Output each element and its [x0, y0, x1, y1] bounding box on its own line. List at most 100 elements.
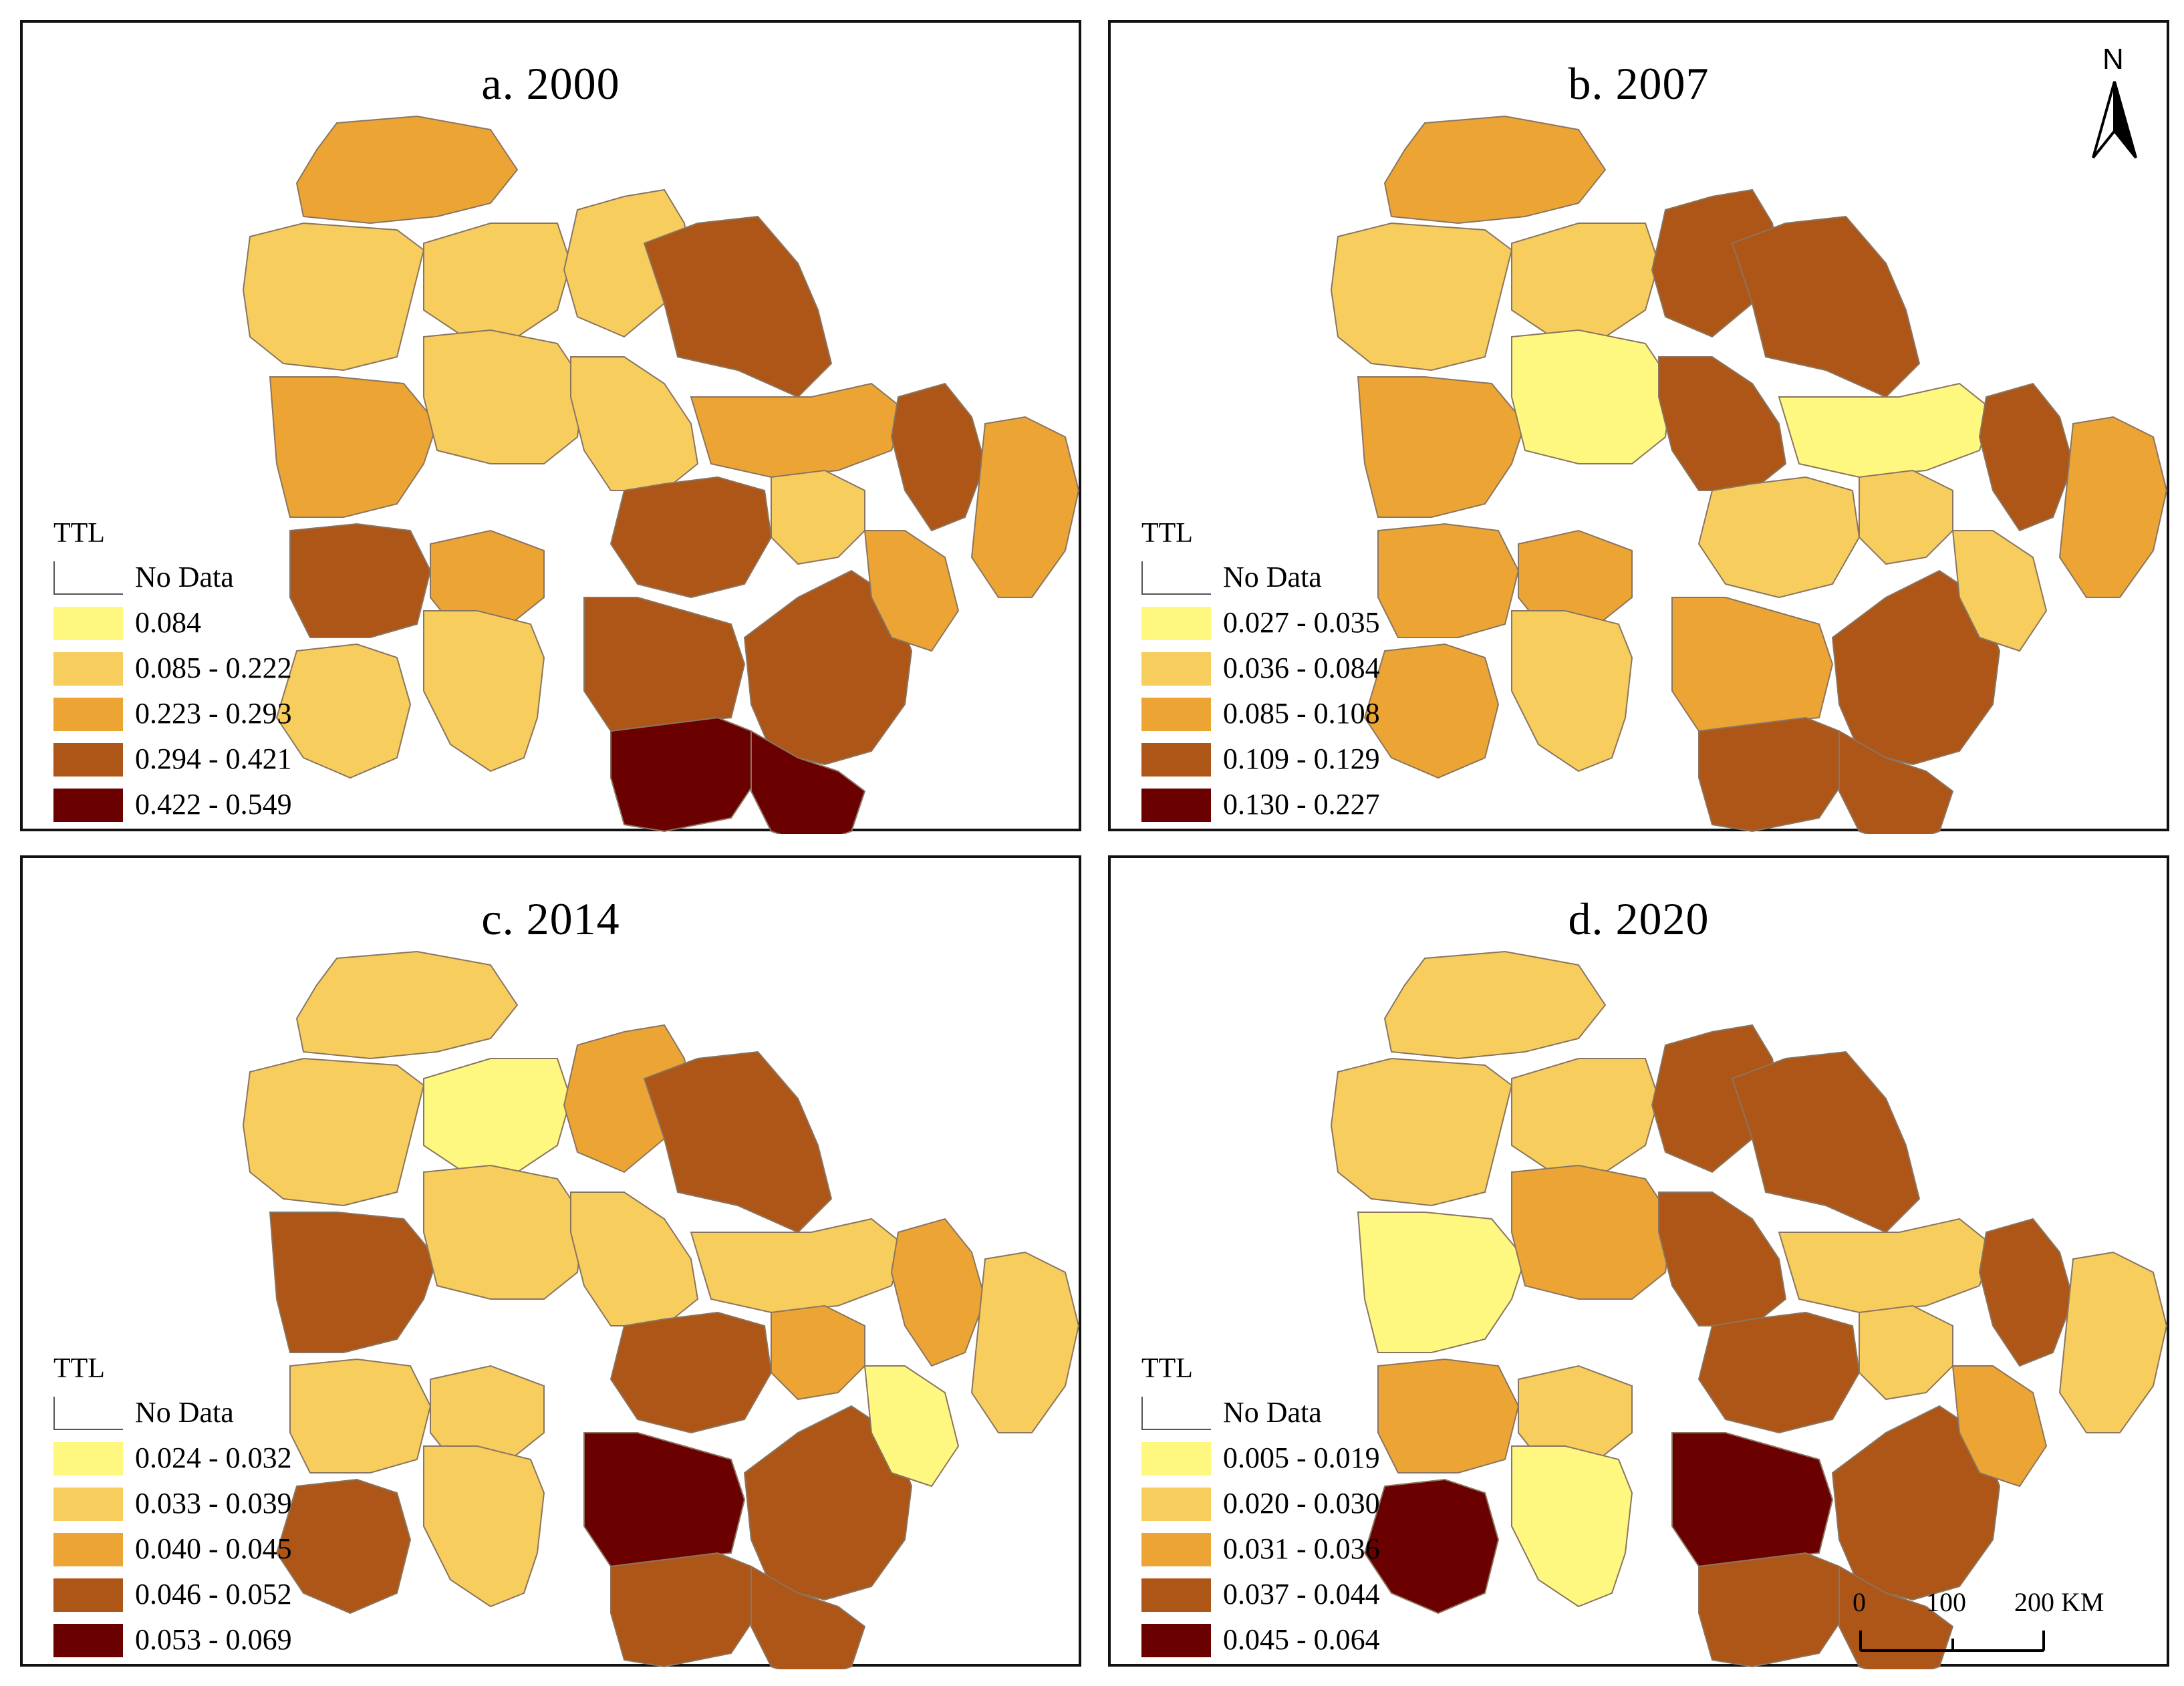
- legend-label: 0.020 - 0.030: [1223, 1487, 1380, 1520]
- region-polygon: [1859, 1304, 1953, 1401]
- legend-label: No Data: [135, 561, 234, 593]
- legend-item: 0.005 - 0.019: [1141, 1441, 1489, 1478]
- region-polygon: [1363, 1478, 1500, 1614]
- legend-item: 0.084: [53, 606, 401, 643]
- legend-label: 0.109 - 0.129: [1223, 742, 1380, 775]
- panel-title: a. 2000: [481, 58, 620, 109]
- legend-swatch: [1141, 1397, 1211, 1430]
- legend-item: No Data: [1141, 561, 1489, 597]
- region-polygon: [890, 1218, 986, 1367]
- legend-swatch: [53, 561, 123, 595]
- region-polygon: [430, 529, 545, 632]
- region-polygon: [1778, 382, 1994, 478]
- legend-item: No Data: [53, 1396, 401, 1433]
- legend-title: TTL: [1141, 1353, 1193, 1384]
- region-polygon: [1511, 1058, 1660, 1173]
- legend-swatch: [1141, 1533, 1211, 1566]
- region-polygon: [1511, 223, 1660, 337]
- legend-item: 0.024 - 0.032: [53, 1441, 401, 1478]
- legend-label: 0.085 - 0.108: [1223, 697, 1380, 730]
- legend-item: 0.109 - 0.129: [1141, 742, 1489, 779]
- region-polygon: [1671, 1432, 1834, 1568]
- legend-swatch: [53, 1533, 123, 1566]
- region-polygon: [1859, 469, 1953, 565]
- legend-swatch: [53, 1397, 123, 1430]
- region-polygon: [863, 530, 960, 652]
- panel-title: c. 2014: [481, 893, 620, 944]
- region-polygon: [2058, 416, 2168, 598]
- legend-swatch: [53, 1442, 123, 1476]
- region-polygon: [771, 1304, 865, 1401]
- region-polygon: [242, 1057, 425, 1207]
- region-polygon: [1831, 569, 2001, 766]
- region-polygon: [430, 1365, 545, 1467]
- region-polygon: [743, 569, 913, 766]
- legend-label: 0.130 - 0.227: [1223, 788, 1380, 821]
- legend-label: 0.040 - 0.045: [135, 1532, 292, 1565]
- region-polygon: [1377, 523, 1520, 638]
- legend-item: 0.037 - 0.044: [1141, 1578, 1489, 1614]
- region-polygon: [750, 1565, 866, 1669]
- legend-item: 0.020 - 0.030: [1141, 1487, 1489, 1524]
- scale-tick-label: 100: [1926, 1587, 1966, 1617]
- scale-tick-label: 200 KM: [2014, 1587, 2104, 1617]
- region-map: [1330, 950, 2168, 1669]
- region-polygon: [890, 382, 986, 532]
- region-polygon: [1511, 1445, 1633, 1608]
- region-polygon: [423, 610, 545, 772]
- legend-item: 0.294 - 0.421: [53, 742, 401, 779]
- legend-swatch: [53, 789, 123, 822]
- map-panel-b: b. 2007 TTL No Data 0.027 - 0.035 0.036 - 0…: [1108, 20, 2169, 834]
- legend-swatch: [53, 698, 123, 731]
- legend-label: 0.422 - 0.549: [135, 788, 292, 821]
- legend-item: 0.422 - 0.549: [53, 788, 401, 825]
- legend-item: 0.036 - 0.084: [1141, 652, 1489, 688]
- region-map: [242, 950, 1080, 1669]
- region-polygon: [1838, 730, 1954, 834]
- map-panel-d: d. 2020 TTL No Data 0.005 - 0.019 0.020 - 0…: [1108, 855, 2169, 1669]
- region-polygon: [690, 382, 906, 478]
- region-polygon: [1978, 1218, 2074, 1367]
- north-arrow-icon: [2092, 81, 2137, 159]
- legend-label: 0.294 - 0.421: [135, 742, 292, 775]
- region-polygon: [269, 1212, 438, 1353]
- map-panel-c: c. 2014 TTL No Data 0.024 - 0.032 0.033 - 0…: [20, 855, 1081, 1669]
- legend-item: 0.223 - 0.293: [53, 697, 401, 734]
- legend-item: 0.130 - 0.227: [1141, 788, 1489, 825]
- legend-item: 0.085 - 0.222: [53, 652, 401, 688]
- region-polygon: [295, 115, 519, 225]
- region-polygon: [423, 1164, 585, 1300]
- region-polygon: [1838, 1565, 1954, 1669]
- region-polygon: [295, 950, 519, 1060]
- legend-label: 0.053 - 0.069: [135, 1623, 292, 1656]
- legend-swatch: [1141, 607, 1211, 640]
- legend-item: 0.040 - 0.045: [53, 1532, 401, 1569]
- region-polygon: [643, 1050, 833, 1234]
- region-polygon: [275, 1478, 412, 1614]
- region-polygon: [583, 1432, 746, 1568]
- region-polygon: [1357, 1212, 1526, 1353]
- region-polygon: [1698, 716, 1847, 833]
- legend-item: No Data: [1141, 1396, 1489, 1433]
- region-polygon: [570, 1191, 699, 1326]
- legend-label: 0.084: [135, 606, 201, 639]
- legend-swatch: [1141, 743, 1211, 777]
- region-polygon: [1951, 1365, 2048, 1488]
- legend-swatch: [1141, 698, 1211, 731]
- region-polygon: [1978, 382, 2074, 532]
- region-polygon: [690, 1218, 906, 1314]
- legend-label: 0.037 - 0.044: [1223, 1578, 1380, 1610]
- region-polygon: [423, 223, 572, 337]
- region-polygon: [423, 329, 585, 464]
- legend-swatch: [1141, 1578, 1211, 1612]
- region-polygon: [610, 1552, 759, 1668]
- legend-label: 0.036 - 0.084: [1223, 652, 1380, 684]
- legend-swatch: [53, 652, 123, 686]
- region-polygon: [269, 376, 438, 518]
- region-polygon: [1330, 222, 1513, 372]
- legend-label: No Data: [1223, 1396, 1322, 1429]
- legend-swatch: [1141, 1624, 1211, 1657]
- legend-item: 0.045 - 0.064: [1141, 1623, 1489, 1660]
- legend-swatch: [53, 1578, 123, 1612]
- region-polygon: [423, 1058, 572, 1173]
